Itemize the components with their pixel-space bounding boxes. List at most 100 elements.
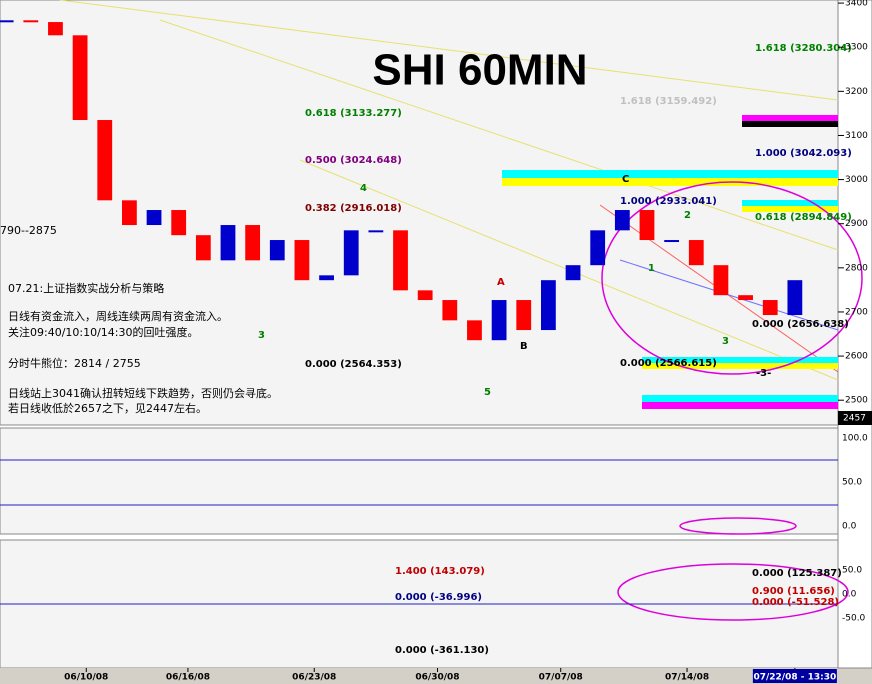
note: 07.21:上证指数实战分析与策略 (8, 281, 164, 295)
candle (343, 230, 359, 276)
zone (642, 363, 838, 369)
macd-label: 0.000 (125.387) (752, 568, 842, 579)
highlight-ellipse (617, 563, 849, 621)
candle (220, 225, 236, 261)
zone (742, 121, 838, 127)
candle (368, 230, 384, 233)
candle (516, 300, 532, 331)
y-tick-label: 2600 (845, 352, 868, 362)
y-tick-label: 2700 (845, 307, 868, 317)
x-tick-label: 07/07/08 (539, 673, 583, 683)
candle (442, 300, 458, 321)
candle (614, 210, 630, 231)
wave-label: 5 (484, 387, 491, 398)
y-tick-label: 3200 (845, 87, 868, 97)
fib-label: 0.000 (2564.353) (305, 359, 402, 370)
macd-label: 1.400 (143.079) (395, 566, 485, 577)
candle (171, 210, 187, 236)
fib-label: 0.618 (2894.849) (755, 212, 852, 223)
range-note: 790--2875 (0, 224, 57, 237)
wave-label: B (520, 341, 528, 352)
price-panel (0, 0, 839, 426)
y-tick-label: 3400 (845, 0, 868, 9)
chart-title: SHI 60MIN (372, 46, 587, 95)
note: 若日线收低於2657之下，见2447左右。 (8, 401, 207, 415)
zone (742, 115, 838, 121)
wave-label: 3 (258, 330, 265, 341)
wave-label: 1 (648, 263, 655, 274)
highlight-ellipse (679, 517, 797, 535)
macd-label: 0.000 (-51.528) (752, 597, 839, 608)
candle (738, 295, 753, 301)
wave-labels: 4 3 5 A B C 1 2 3 -3- (258, 174, 771, 398)
x-tick-label: 06/10/08 (64, 673, 108, 683)
candle (565, 265, 581, 281)
fib-label: 1.000 (3042.093) (755, 148, 852, 159)
candle (688, 240, 704, 266)
stoch-tick: 50.0 (842, 478, 862, 488)
wave-label: C (622, 174, 629, 185)
y-tick-label: 3100 (845, 131, 868, 141)
y-tick-label: 2500 (845, 396, 868, 406)
stoch-tick: 0.0 (842, 522, 857, 532)
zone (642, 395, 838, 402)
fib-label: 1.618 (3159.492) (620, 96, 717, 107)
fib-label: 0.000 (2656.638) (752, 319, 849, 330)
candle (146, 210, 162, 226)
macd-tick: 0.0 (842, 590, 857, 600)
candle (0, 20, 14, 23)
candle (48, 22, 63, 36)
candle (72, 35, 88, 121)
fib-label: 0.618 (3133.277) (305, 108, 402, 119)
zone (502, 178, 838, 186)
y-tick-label: 3000 (845, 175, 868, 185)
y-tick-label: 3300 (845, 43, 868, 53)
fib-label: 0.382 (2916.018) (305, 203, 402, 214)
x-tick-label: 07/14/08 (665, 673, 709, 683)
candle (245, 225, 261, 261)
stoch-tick: 100.0 (842, 434, 868, 444)
time-axis (0, 668, 872, 684)
candle (541, 280, 556, 331)
x-tick-highlight (752, 669, 837, 683)
x-tick-label: 06/30/08 (415, 673, 459, 683)
wave-label: -3- (756, 368, 771, 379)
note: 日线有资金流入，周线连续两周有资金流入。 (8, 309, 228, 323)
fib-label: 0.000 (2566.615) (620, 358, 717, 369)
y-tick-label: 2900 (845, 219, 868, 229)
candle (713, 265, 729, 296)
candle (467, 320, 482, 341)
wave-label: 3 (722, 336, 729, 347)
x-tick-label: 06/23/08 (292, 673, 336, 683)
candle (639, 210, 655, 241)
x-tick-label: 07/22/08 - 13:30 (753, 673, 836, 683)
zone (502, 170, 838, 178)
candle (491, 300, 507, 341)
note: 关注09:40/10:10/14:30的回吐强度。 (8, 325, 199, 339)
macd-label: 0.000 (-361.130) (395, 645, 489, 656)
candle (195, 235, 211, 261)
zone (642, 402, 838, 409)
y-tick-label: 2800 (845, 263, 868, 273)
candle (664, 240, 680, 243)
last-price: 2457 (843, 414, 866, 424)
zone (742, 206, 838, 212)
wave-label: A (497, 277, 505, 288)
macd-label: 0.000 (-36.996) (395, 592, 482, 603)
fib-label: 1.000 (2933.041) (620, 196, 717, 207)
candle (269, 240, 285, 261)
candle (417, 290, 433, 301)
wave-label: 2 (684, 210, 691, 221)
macd-tick: -50.0 (842, 614, 866, 624)
candle (787, 280, 803, 316)
candle (294, 240, 310, 281)
stoch-panel (0, 427, 839, 535)
candle (393, 230, 408, 291)
wave-label: 4 (360, 183, 367, 194)
candle (97, 120, 113, 201)
macd-label: 0.900 (11.656) (752, 586, 835, 597)
candle (23, 20, 39, 23)
candle (590, 230, 606, 266)
candle (319, 275, 334, 281)
